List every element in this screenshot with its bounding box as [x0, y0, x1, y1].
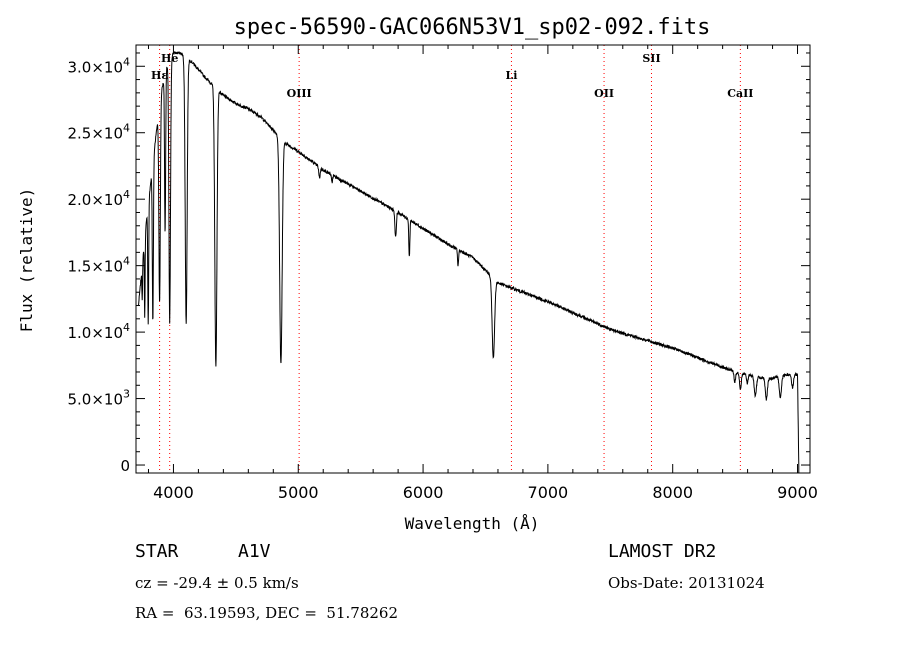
chart-title: spec-56590-GAC066N53V1_sp02-092.fits	[234, 15, 711, 40]
x-tick-label: 9000	[777, 483, 818, 502]
y-tick-label: 2.0×104	[67, 188, 130, 209]
x-tick-label: 6000	[403, 483, 444, 502]
y-tick-label: 3.0×104	[67, 55, 130, 76]
object-type: STAR	[135, 541, 179, 562]
line-markers: Hε He OIII Li OII SII CaII	[151, 45, 753, 473]
observation-date: Obs-Date: 20131024	[608, 574, 765, 592]
spectral-subclass: A1V	[238, 541, 271, 562]
line-marker-label: He	[161, 52, 178, 65]
y-tick-label: 0	[120, 457, 130, 475]
x-axis-label: Wavelength (Å)	[405, 514, 540, 533]
y-tick-label: 2.5×104	[67, 122, 130, 143]
survey-name: LAMOST DR2	[608, 541, 717, 562]
x-tick-label: 8000	[652, 483, 693, 502]
axes: 4000 5000 6000 7000 8000 9000 0 5.0×103 1.0×104 1…	[67, 44, 818, 502]
line-marker-label: Li	[505, 69, 517, 82]
line-marker-label: OII	[594, 87, 614, 100]
redshift-info: cz = -29.4 ± 0.5 km/s	[135, 574, 299, 592]
line-marker-label: CaII	[727, 87, 753, 100]
y-tick-label: 1.5×104	[67, 255, 130, 276]
plot-frame	[135, 44, 811, 474]
line-marker-label: SII	[642, 52, 660, 65]
line-marker-label: Hε	[151, 69, 168, 82]
x-tick-label: 5000	[278, 483, 319, 502]
x-tick-label: 4000	[153, 483, 194, 502]
y-axis-label: Flux (relative)	[17, 188, 36, 333]
line-marker-label: OIII	[287, 87, 312, 100]
coordinates: RA = 63.19593, DEC = 51.78262	[135, 604, 399, 622]
x-tick-label: 7000	[528, 483, 569, 502]
y-tick-label: 1.0×104	[67, 321, 130, 342]
y-tick-label: 5.0×103	[67, 388, 130, 409]
spectrum-line	[138, 50, 800, 473]
spectrum-curve-group	[138, 50, 800, 473]
